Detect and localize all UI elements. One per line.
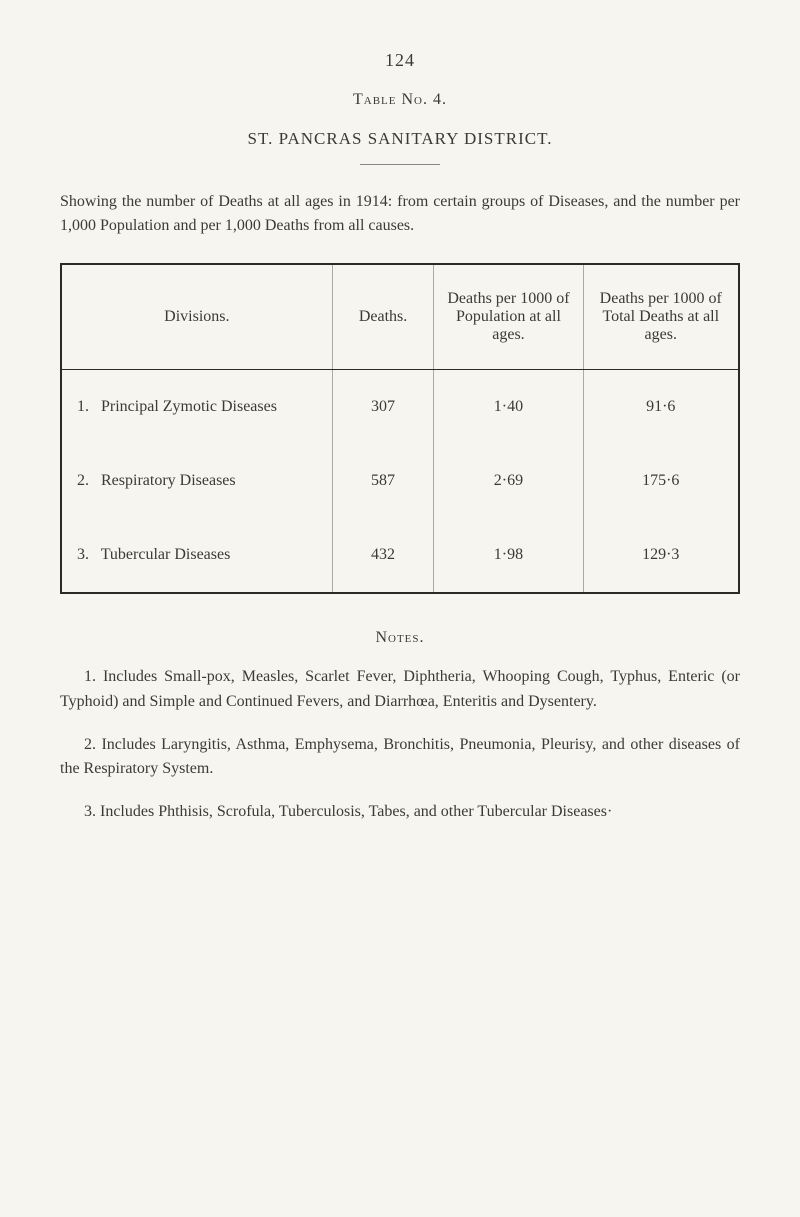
cell-per-deaths: 175·6 bbox=[583, 444, 739, 518]
note-2: 2. Includes Laryngitis, Asthma, Emphysem… bbox=[60, 733, 740, 783]
cell-division: 2. Respiratory Diseases bbox=[61, 444, 332, 518]
divider bbox=[360, 164, 440, 165]
cell-per-deaths: 91·6 bbox=[583, 370, 739, 445]
col-per-population: Deaths per 1000 of Population at all age… bbox=[434, 264, 583, 370]
intro-paragraph: Showing the number of Deaths at all ages… bbox=[60, 190, 740, 238]
row-num: 1. bbox=[77, 398, 97, 416]
row-label: Principal Zymotic Diseases bbox=[101, 398, 277, 415]
cell-deaths: 307 bbox=[332, 370, 434, 445]
cell-deaths: 587 bbox=[332, 444, 434, 518]
deaths-table: Divisions. Deaths. Deaths per 1000 of Po… bbox=[60, 263, 740, 594]
table-row: 1. Principal Zymotic Diseases 307 1·40 9… bbox=[61, 370, 739, 445]
row-label: Tubercular Diseases bbox=[101, 546, 231, 563]
table-row: 2. Respiratory Diseases 587 2·69 175·6 bbox=[61, 444, 739, 518]
cell-per-deaths: 129·3 bbox=[583, 518, 739, 593]
table-header-row: Divisions. Deaths. Deaths per 1000 of Po… bbox=[61, 264, 739, 370]
note-1: 1. Includes Small-pox, Measles, Scarlet … bbox=[60, 665, 740, 715]
cell-per-pop: 1·98 bbox=[434, 518, 583, 593]
cell-division: 3. Tubercular Diseases bbox=[61, 518, 332, 593]
row-label: Respiratory Diseases bbox=[101, 472, 236, 489]
notes-title: Notes. bbox=[60, 629, 740, 647]
district-title: ST. PANCRAS SANITARY DISTRICT. bbox=[60, 129, 740, 149]
col-divisions: Divisions. bbox=[61, 264, 332, 370]
cell-per-pop: 1·40 bbox=[434, 370, 583, 445]
row-num: 3. bbox=[77, 546, 97, 564]
col-per-deaths: Deaths per 1000 of Total Deaths at all a… bbox=[583, 264, 739, 370]
note-3: 3. Includes Phthisis, Scrofula, Tubercul… bbox=[60, 800, 740, 825]
cell-per-pop: 2·69 bbox=[434, 444, 583, 518]
table-label: Table No. 4. bbox=[60, 91, 740, 109]
page-number: 124 bbox=[60, 50, 740, 71]
cell-deaths: 432 bbox=[332, 518, 434, 593]
col-deaths: Deaths. bbox=[332, 264, 434, 370]
table-row: 3. Tubercular Diseases 432 1·98 129·3 bbox=[61, 518, 739, 593]
cell-division: 1. Principal Zymotic Diseases bbox=[61, 370, 332, 445]
row-num: 2. bbox=[77, 472, 97, 490]
